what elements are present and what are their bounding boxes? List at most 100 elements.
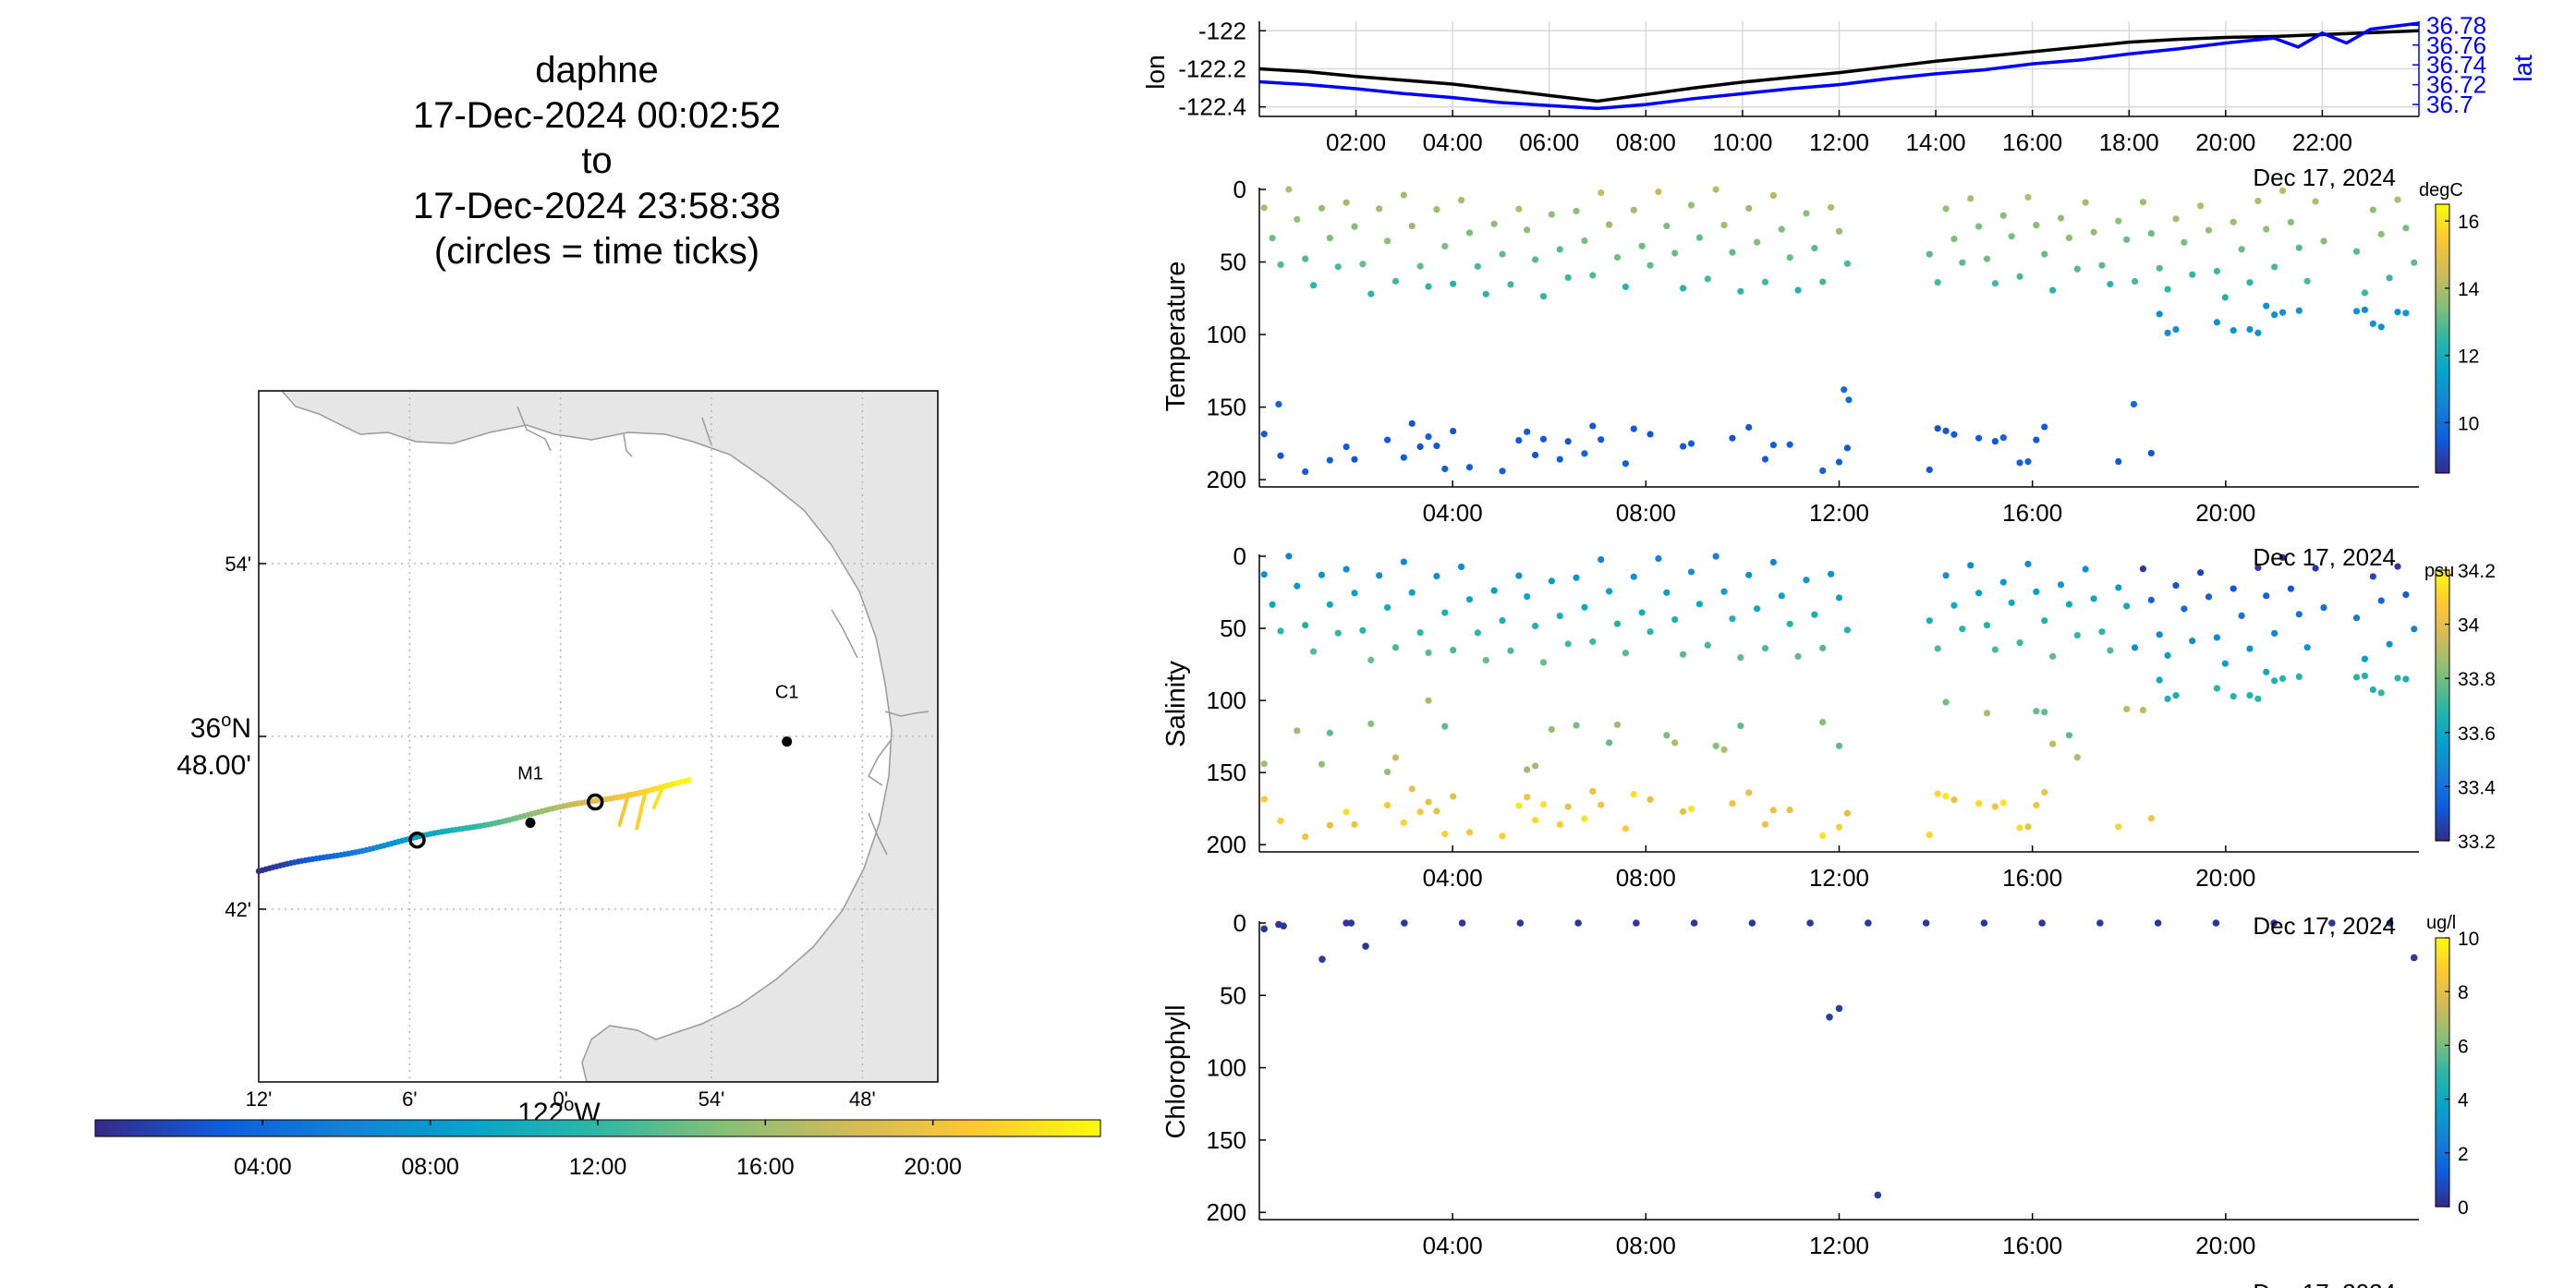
temperature-point [1548, 211, 1555, 218]
temperature-point [1524, 226, 1531, 234]
mooring-stations: M1 C1 [517, 683, 798, 828]
chlorophyll-point [1260, 925, 1269, 933]
temperature-point [2238, 246, 2245, 253]
chlorophyll-date-label: Dec 17, 2024 [2253, 1279, 2396, 1288]
salinity-point [1326, 729, 1333, 736]
temperature-point [1515, 205, 1523, 213]
salinity-point [2369, 573, 2376, 580]
temperature-point [1786, 441, 1793, 448]
chlorophyll-point [1458, 919, 1466, 927]
salinity-point [1277, 817, 1284, 825]
temperature-point [1843, 444, 1851, 452]
salinity-point [2115, 584, 2122, 591]
temperature-point [2033, 436, 2040, 444]
salinity-point [1663, 589, 1671, 596]
track-branch [651, 784, 665, 809]
salinity-point [1754, 605, 1761, 613]
salinity-point [2295, 673, 2303, 680]
salinity-point [1622, 650, 1629, 657]
chlorophyll-point [1401, 919, 1408, 927]
temperature-point [2115, 457, 2122, 466]
temperature-points [1260, 186, 2418, 476]
salinity-point [2131, 644, 2139, 651]
salinity-point [2386, 640, 2393, 648]
temperature-point [2041, 250, 2048, 258]
lonlat-series-lon [1258, 29, 2420, 103]
temperature-point [2213, 319, 2221, 326]
temperature-point [1819, 467, 1827, 475]
chlorophyll-colorbar-tick-label: 0 [2458, 1197, 2469, 1219]
time-colorbar-tick-label: 08:00 [401, 1154, 459, 1180]
salinity-point [2230, 693, 2237, 700]
temperature-point [1754, 238, 1761, 246]
temperature-point [1294, 215, 1301, 224]
salinity-point [2049, 652, 2057, 661]
salinity-y-tick-label: 150 [1207, 759, 1246, 786]
salinity-point [1539, 800, 1548, 808]
lonlat-x-tick-label: 16:00 [2002, 128, 2062, 156]
salinity-point [2271, 677, 2278, 685]
temperature-x-tick-label: 20:00 [2195, 499, 2255, 527]
salinity-point [1425, 649, 1432, 657]
track-point [686, 777, 692, 784]
salinity-point [1786, 806, 1793, 814]
temperature-point [1465, 464, 1474, 471]
temperature-point [2065, 234, 2073, 242]
salinity-point [1531, 622, 1539, 630]
glider-track [255, 777, 692, 875]
salinity-point [1835, 823, 1843, 831]
salinity-point [2402, 675, 2410, 683]
salinity-point [1761, 820, 1769, 828]
salinity-point [1745, 789, 1753, 796]
temperature-point [1991, 438, 1999, 445]
salinity-point [1950, 601, 1958, 609]
salinity-point [1531, 817, 1539, 824]
temperature-point [1376, 205, 1383, 213]
salinity-point [1499, 617, 1506, 625]
salinity-point [1450, 646, 1457, 654]
chlorophyll-x-tick-label: 16:00 [2002, 1232, 2062, 1259]
salinity-point [2361, 655, 2369, 662]
chlorophyll-point [2212, 919, 2220, 927]
temperature-point [2312, 198, 2319, 205]
salinity-point [2254, 564, 2262, 572]
chlorophyll-x-tick-label: 08:00 [1616, 1232, 1676, 1259]
temperature-point [1343, 443, 1350, 451]
chlorophyll-colorbar [2435, 937, 2450, 1208]
salinity-point [2041, 788, 2048, 796]
temperature-point [1729, 249, 1736, 256]
salinity-point [2057, 581, 2065, 589]
temperature-point [2024, 193, 2032, 201]
salinity-point [1687, 805, 1695, 812]
salinity-point [1942, 699, 1950, 706]
temperature-point [1794, 286, 1802, 294]
temperature-point [1845, 396, 1853, 404]
temperature-point [1786, 254, 1793, 261]
chlorophyll-colorbar-tick-label: 2 [2458, 1144, 2469, 1165]
temperature-point [2254, 329, 2262, 336]
salinity-point [2271, 629, 2278, 638]
temperature-colorbar-unit: degC [2419, 180, 2463, 200]
salinity-y-tick-label: 50 [1220, 614, 1246, 642]
temperature-point [1959, 259, 1966, 266]
salinity-axes: 0 50 100 150 200 04:00 08:00 12:00 16:00 20:00 [1207, 542, 2419, 892]
lonlat-x-tick-label: 22:00 [2292, 128, 2352, 156]
salinity-point [1589, 638, 1597, 646]
lonlat-y-tick-label: -122 [1198, 17, 1246, 44]
temperature-point [1638, 242, 1646, 249]
lonlat-y2-tick-label: 36.74 [2426, 51, 2486, 79]
temperature-point [1556, 246, 1563, 253]
lonlat-x-tick-label: 10:00 [1712, 128, 1772, 156]
salinity-point [1679, 650, 1687, 658]
time-colorbar-tick-label: 04:00 [234, 1154, 292, 1180]
temperature-point [1712, 186, 1719, 193]
temperature-point [1457, 196, 1465, 204]
salinity-colorbar-ticks: 34.2 34 33.8 33.6 33.4 33.2 [2445, 561, 2496, 853]
salinity-point [1425, 798, 1432, 806]
salinity-point [2156, 676, 2163, 684]
salinity-point [2352, 614, 2361, 622]
temperature-point [1967, 195, 1975, 202]
temperature-point [1515, 437, 1523, 444]
salinity-point [2098, 628, 2106, 636]
salinity-point [1983, 710, 1991, 717]
